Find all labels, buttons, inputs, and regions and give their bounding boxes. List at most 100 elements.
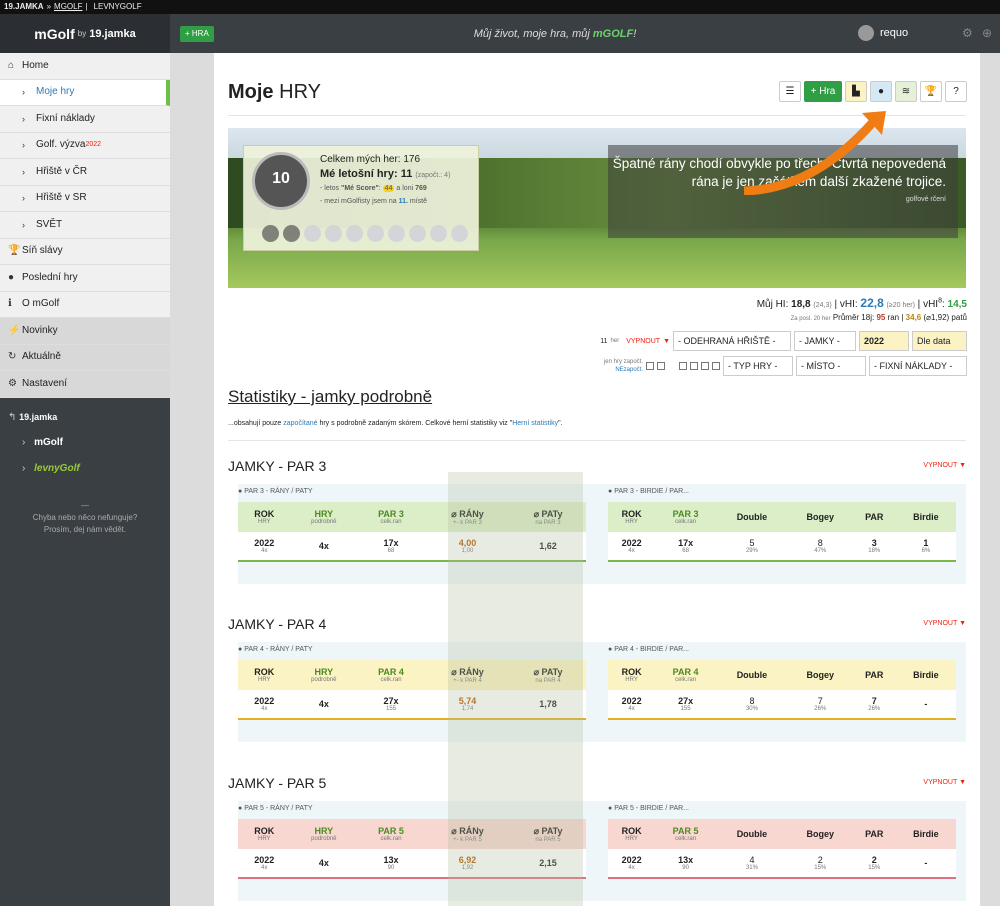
year-select[interactable]: 2022 xyxy=(859,331,909,351)
sidebar-item-6[interactable]: › SVĚT xyxy=(0,212,170,239)
checkbox[interactable] xyxy=(657,362,665,370)
sidebar-item-12[interactable]: ⚙ Nastavení xyxy=(0,371,170,398)
left-table-label-text: PAR 3 - RÁNY / PATY xyxy=(244,488,313,495)
vhi-note: (≥20 her) xyxy=(886,302,915,309)
sidebar-item-4[interactable]: › Hřiště v ČR xyxy=(0,159,170,186)
table-row[interactable]: 2022 4x 4x 27x 155 5,74 1,74 1,78 xyxy=(238,690,586,719)
col-hry-sub: podrobně xyxy=(311,519,337,525)
medal-icon[interactable] xyxy=(367,225,384,242)
col-hry-label: HRY xyxy=(314,667,334,677)
season-label: Mé letošní hry: xyxy=(320,168,398,180)
logo[interactable]: mGolf by 19.jamka xyxy=(0,14,170,53)
medal-icon[interactable] xyxy=(430,225,447,242)
col-double: Double xyxy=(736,512,768,522)
globe-icon[interactable]: ⊕ xyxy=(982,26,993,40)
sidebar-item-8[interactable]: ● Poslední hry xyxy=(0,265,170,292)
hi-note: (24,3) xyxy=(813,302,832,309)
sidebar-item-0[interactable]: ⌂ Home xyxy=(0,53,170,80)
banner: 10 Celkem mých her: 176 Mé letošní hry: … xyxy=(228,128,966,288)
divider xyxy=(228,440,966,441)
table-row[interactable]: 2022 4x 27x 155 8 30% 7 26% 7 26% - xyxy=(608,690,956,719)
main-panel: Moje HRY ☰ + Hra ▙ ● ≋ 🏆 ? 10 Celkem mýc… xyxy=(214,53,980,906)
user-menu[interactable]: requo xyxy=(858,25,908,41)
trophy-icon[interactable]: 🏆 xyxy=(920,81,942,102)
partner-link[interactable]: ↰ 19.jamka xyxy=(8,411,58,423)
error-report[interactable]: — Chyba nebo něco nefunguje? Prosím, dej n… xyxy=(0,500,170,536)
left-table-label: ● PAR 4 - RÁNY / PATY xyxy=(238,646,313,653)
order-select[interactable]: Dle data xyxy=(912,331,967,351)
checkbox[interactable] xyxy=(679,362,687,370)
sidebar-item-2[interactable]: › Fixní náklady xyxy=(0,106,170,133)
gear-icon[interactable]: ⚙ xyxy=(962,26,973,40)
place-select[interactable]: - MÍSTO - xyxy=(796,356,866,376)
sidebar-item-5[interactable]: › Hřiště v SR xyxy=(0,186,170,212)
top-breadcrumb: 19.JAMKA» MGOLF | LEVNYGOLF xyxy=(0,0,1000,14)
medal-icon[interactable] xyxy=(283,225,300,242)
checkbox[interactable] xyxy=(646,362,654,370)
motto-c: ! xyxy=(633,28,637,40)
year-value: 2022 xyxy=(621,696,642,706)
nav-icon: › xyxy=(22,113,25,124)
table-row[interactable]: 2022 4x 13x 90 4 31% 2 15% 2 15% - xyxy=(608,849,956,878)
col-avg-putts: ⌀ PATy na PAR 4 xyxy=(510,660,586,690)
checkbox[interactable] xyxy=(712,362,720,370)
par-off-button[interactable]: VYPNOUT ▼ xyxy=(923,779,966,786)
sidebar-item-7[interactable]: 🏆 Síň slávy xyxy=(0,239,170,265)
fixed-costs-select[interactable]: - FIXNÍ NÁKLADY - xyxy=(869,356,967,376)
sidebar-item-9[interactable]: ℹ O mGolf xyxy=(0,292,170,318)
table-row[interactable]: 2022 4x 4x 13x 90 6,92 1,92 2,15 xyxy=(238,849,586,878)
breadcrumb-site[interactable]: 19.JAMKA xyxy=(4,2,44,11)
sidebar-item-1[interactable]: › Moje hry xyxy=(0,79,170,106)
cell-year: 2022 4x xyxy=(608,849,656,878)
double-value: 8 xyxy=(749,696,755,706)
game-type-select[interactable]: - TYP HRY - xyxy=(723,356,793,376)
game-stats-link[interactable]: Herní statistiky xyxy=(512,420,559,427)
sidebar-item-10[interactable]: ⚡ Novinky xyxy=(0,318,170,345)
quote-box: Špatné rány chodí obvykle po třech. Čtvr… xyxy=(608,145,958,238)
double-pct: 30% xyxy=(745,706,758,712)
course-select[interactable]: - ODEHRANÁ HŘIŠTĚ - xyxy=(673,331,791,351)
new-game-button[interactable]: + HRA xyxy=(180,26,214,42)
sidebar-item-label: Hřiště v SR xyxy=(36,192,87,204)
par-off-button[interactable]: VYPNOUT ▼ xyxy=(923,462,966,469)
section-title[interactable]: Statistiky - jamky podrobně xyxy=(228,387,433,406)
table-row[interactable]: 2022 4x 4x 17x 68 4,00 1,00 1,62 xyxy=(238,532,586,561)
levnygolf-link[interactable]: › levnyGolf xyxy=(22,462,80,474)
medal-icon[interactable] xyxy=(451,225,468,242)
col-par-label: PAR 5 xyxy=(672,826,699,836)
checkbox[interactable] xyxy=(701,362,709,370)
cell-year: 2022 4x xyxy=(608,532,656,561)
table-row[interactable]: 2022 4x 17x 68 5 29% 8 47% 3 18% 1 6% xyxy=(608,532,956,561)
cell-putts: 1,78 xyxy=(510,690,586,719)
sidebar-item-label: Poslední hry xyxy=(22,271,78,283)
stats-icon[interactable]: ≋ xyxy=(895,81,917,102)
list-view-icon[interactable]: ☰ xyxy=(779,81,801,102)
add-game-button[interactable]: + Hra xyxy=(804,81,842,102)
sidebar-item-11[interactable]: ↻ Aktuálně xyxy=(0,344,170,371)
avg-putts-note: (⌀1,92) xyxy=(923,313,950,322)
medal-icon[interactable] xyxy=(325,225,342,242)
quote-source: golfové rčení xyxy=(905,196,946,203)
medal-icon[interactable] xyxy=(388,225,405,242)
breadcrumb-current[interactable]: MGOLF xyxy=(54,2,83,11)
mgolf-link[interactable]: › mGolf xyxy=(22,436,63,448)
par-off-button[interactable]: VYPNOUT ▼ xyxy=(923,620,966,627)
col-rok: ROK HRY xyxy=(608,502,655,532)
avg-putts: 34,6 xyxy=(905,313,922,322)
holes-value: 27x xyxy=(383,696,399,706)
sidebar-item-3[interactable]: › Golf. výzva 2022 xyxy=(0,133,170,159)
medal-icon[interactable] xyxy=(346,225,363,242)
col-par-label: PAR 5 xyxy=(378,826,404,836)
help-icon[interactable]: ? xyxy=(945,81,967,102)
filters-off-button[interactable]: VYPNOUT xyxy=(626,337,661,345)
counted-link[interactable]: započítané xyxy=(283,420,318,427)
medal-icon[interactable] xyxy=(409,225,426,242)
checkbox[interactable] xyxy=(690,362,698,370)
holes-select[interactable]: - JAMKY - xyxy=(794,331,856,351)
medal-icon[interactable] xyxy=(262,225,279,242)
breadcrumb-other[interactable]: LEVNYGOLF xyxy=(93,2,142,11)
chart-icon[interactable]: ▙ xyxy=(845,81,867,102)
par-box: ● PAR 5 - RÁNY / PATY ● PAR 5 - BIRDIE / … xyxy=(238,801,966,901)
medal-icon[interactable] xyxy=(304,225,321,242)
pin-icon[interactable]: ● xyxy=(870,81,892,102)
